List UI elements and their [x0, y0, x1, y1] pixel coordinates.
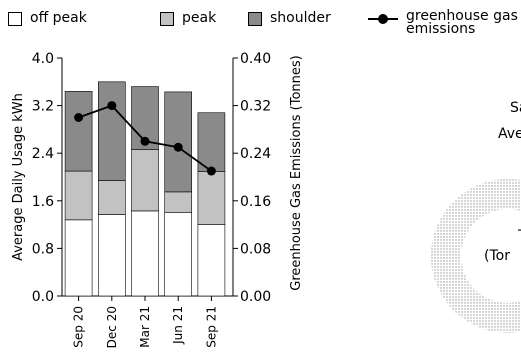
bar-shoulder	[197, 112, 226, 172]
off-peak-swatch	[8, 12, 22, 26]
legend-item-shoulder: shoulder	[248, 10, 331, 26]
ring-track	[431, 179, 521, 333]
bar-shoulder	[98, 81, 126, 181]
emissions-point	[74, 113, 84, 122]
summary-line-3: To	[518, 228, 521, 244]
legend: off peak peak shoulder greenhouse gas em…	[0, 0, 521, 48]
x-tick-label: Sep 21	[204, 306, 218, 348]
shoulder-label: shoulder	[270, 10, 331, 26]
bar-off-peak	[98, 214, 126, 297]
right-tick-label: 0.24	[240, 146, 271, 162]
right-tick-label: 0.40	[240, 51, 271, 67]
shoulder-swatch	[248, 12, 262, 26]
emissions-point	[206, 166, 216, 176]
bar-shoulder	[64, 91, 93, 172]
off-peak-label: off peak	[30, 10, 87, 26]
bar-shoulder	[164, 91, 192, 193]
usage-chart: 0.0 0.8 1.6 2.4 3.2 4.0 0.00 0.08 0.16 0.24 0.32 0.…	[11, 51, 304, 348]
legend-item-emissions: greenhouse gas emissions	[368, 8, 521, 37]
emissions-point	[173, 142, 183, 152]
right-tick-label: 0.16	[240, 194, 271, 210]
legend-item-peak: peak	[160, 10, 216, 26]
bar-peak	[98, 180, 126, 215]
emissions-ring	[431, 179, 521, 333]
bar-peak	[131, 149, 159, 212]
left-tick-label: 0.8	[32, 241, 54, 257]
peak-swatch	[160, 12, 174, 26]
y-axis-title: Average Daily Usage kWh	[11, 93, 26, 261]
summary-line-2: Ave	[498, 126, 521, 142]
summary-line-1: Sa	[510, 100, 521, 116]
bar-off-peak	[164, 212, 192, 297]
bar-peak	[197, 171, 226, 225]
y-axis-title-right: Greenhouse Gas Emissions (Tonnes)	[289, 55, 304, 290]
emissions-point	[107, 101, 117, 111]
bar-peak	[164, 191, 192, 214]
x-tick-label: Dec 20	[105, 306, 119, 348]
x-tick-label: Jun 21	[171, 306, 185, 345]
x-tick-label: Sep 20	[72, 306, 86, 348]
left-tick-label: 4.0	[32, 51, 54, 67]
summary-line-4: (Tor	[484, 248, 510, 264]
left-tick-label: 3.2	[32, 99, 54, 115]
right-tick-label: 0.00	[240, 289, 271, 305]
emissions-line-swatch	[368, 10, 398, 26]
left-tick-label: 1.6	[32, 194, 54, 210]
bar-off-peak	[64, 219, 93, 297]
bar-peak	[64, 170, 93, 221]
peak-label: peak	[182, 10, 217, 26]
bar-off-peak	[197, 224, 226, 297]
emissions-label: greenhouse gas emissions	[406, 8, 518, 37]
right-tick-label: 0.08	[240, 241, 271, 257]
bar-off-peak	[131, 210, 159, 297]
x-tick-label: Mar 21	[138, 306, 152, 348]
summary-panel: Sa Ave To (Tor	[380, 60, 521, 350]
left-tick-label: 0.0	[32, 289, 54, 305]
emissions-point	[140, 136, 150, 146]
legend-item-off-peak: off peak	[8, 10, 87, 26]
right-tick-label: 0.32	[240, 99, 271, 115]
left-tick-label: 2.4	[32, 146, 54, 162]
